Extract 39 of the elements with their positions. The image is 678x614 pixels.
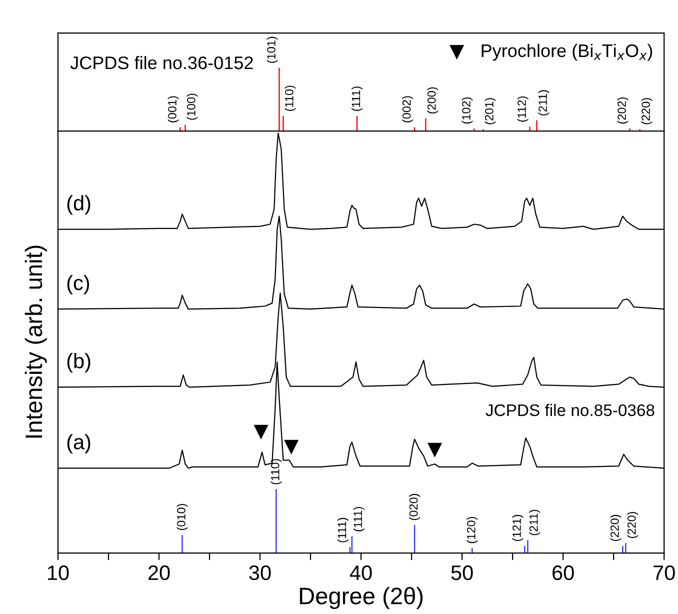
- annotation: (010): [176, 504, 188, 530]
- annotation: (020): [409, 494, 420, 520]
- annotation: (111): [353, 506, 364, 532]
- annotation: (201): [484, 98, 496, 124]
- series-label: (c): [67, 274, 90, 294]
- annotation: (101): [266, 36, 278, 63]
- annotation: (211): [538, 90, 550, 116]
- annotation: (120): [466, 516, 478, 544]
- series-label: (b): [67, 353, 90, 372]
- x-axis-title: Degree (2θ): [300, 587, 423, 610]
- annotation: (001): [168, 96, 179, 122]
- annotation: (220): [641, 98, 652, 124]
- x-tick-label: 40: [350, 565, 372, 580]
- annotation: (111): [337, 518, 348, 542]
- annotation: (202): [617, 98, 628, 124]
- x-tick-label: 50: [451, 565, 473, 580]
- annotation: (220): [627, 512, 638, 538]
- annotation: (220): [610, 514, 622, 541]
- annotation: JCPDS file no.36-0152: [70, 56, 253, 70]
- x-tick-label: 20: [148, 565, 170, 580]
- x-tick-label: 60: [552, 565, 574, 580]
- x-tick-label: 70: [654, 565, 675, 580]
- annotation: (121): [512, 514, 524, 541]
- annotation: (110): [284, 86, 296, 111]
- y-axis-title: Intensity (arb. unit): [24, 246, 47, 438]
- annotation: (200): [427, 87, 438, 114]
- annotation: (102): [462, 98, 473, 124]
- annotation: (111): [351, 86, 362, 111]
- annotation: (112): [517, 96, 528, 122]
- x-tick-label: 10: [48, 565, 69, 580]
- legend-label: Pyrochlore (Bi$_{x}$Ti$_{x}$O$_{x}$): [482, 44, 652, 61]
- annotation: (100): [186, 94, 198, 120]
- annotation: (110): [270, 459, 282, 484]
- annotation: (002): [402, 96, 414, 122]
- x-tick-label: 30: [249, 565, 271, 580]
- series-label: (a): [67, 434, 90, 454]
- annotation: (211): [529, 510, 540, 536]
- annotation: JCPDS file no.85-0368: [486, 404, 654, 416]
- series-label: (d): [67, 195, 90, 215]
